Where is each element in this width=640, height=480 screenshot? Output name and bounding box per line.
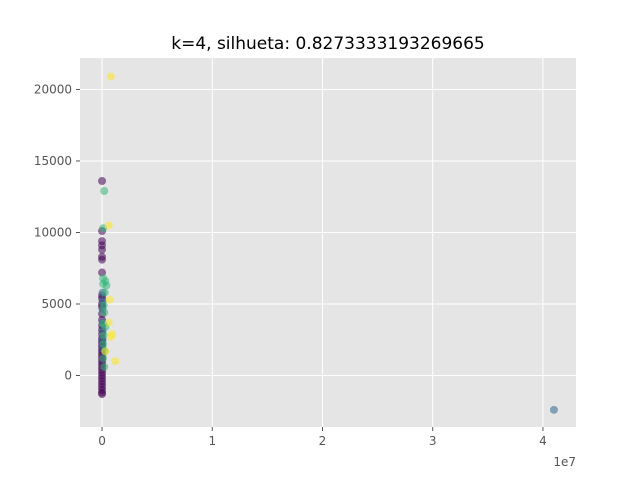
x-axis-ticks: 0 1 2 3 4: [98, 427, 547, 448]
data-points: [98, 72, 558, 414]
chart-title: k=4, silhueta: 0.8273333193269665: [171, 34, 485, 54]
x-tick-label: 1: [208, 434, 216, 448]
data-point: [98, 255, 107, 264]
y-tick-label: 20000: [34, 82, 72, 96]
x-tick-label: 3: [429, 434, 437, 448]
data-point: [106, 72, 115, 81]
data-point: [104, 318, 113, 327]
x-tick-label: 4: [539, 434, 547, 448]
data-point: [98, 177, 107, 185]
data-point: [102, 281, 111, 290]
grid-lines: [80, 58, 576, 427]
data-point: [99, 301, 108, 310]
data-point: [549, 405, 558, 414]
data-point: [100, 362, 109, 371]
data-point: [100, 288, 109, 297]
plot-area: [80, 58, 576, 427]
data-point: [100, 308, 109, 317]
data-point: [106, 332, 115, 341]
data-point: [99, 354, 108, 363]
data-point: [111, 357, 120, 366]
data-point: [100, 187, 109, 196]
data-point: [104, 221, 113, 230]
x-axis-offset-label: 1e7: [553, 455, 576, 469]
data-point: [98, 390, 107, 399]
data-point: [105, 295, 114, 304]
y-tick-label: 0: [64, 369, 72, 383]
x-tick-label: 0: [98, 434, 106, 448]
y-tick-label: 10000: [34, 225, 72, 239]
y-axis-ticks: 0 5000 10000 15000 20000: [34, 82, 80, 383]
y-tick-label: 5000: [41, 297, 72, 311]
data-point: [101, 347, 110, 356]
data-point: [98, 245, 107, 254]
data-point: [99, 340, 108, 349]
data-point: [99, 331, 108, 340]
x-tick-label: 2: [319, 434, 327, 448]
y-tick-label: 15000: [34, 154, 72, 168]
